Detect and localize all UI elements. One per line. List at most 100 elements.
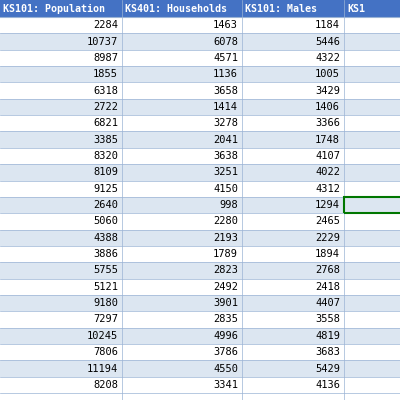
Text: 2284: 2284 [93, 20, 118, 30]
Bar [0, 279, 400, 295]
Text: 11194: 11194 [87, 364, 118, 374]
Text: 5755: 5755 [93, 266, 118, 276]
Bar [344, 197, 400, 213]
Bar [0, 66, 400, 82]
Bar [0, 132, 400, 148]
Text: 3658: 3658 [213, 86, 238, 96]
Text: 4136: 4136 [315, 380, 340, 390]
Text: 3278: 3278 [213, 118, 238, 128]
Text: 4312: 4312 [315, 184, 340, 194]
Text: 7806: 7806 [93, 347, 118, 357]
Text: 2768: 2768 [315, 266, 340, 276]
Text: 8208: 8208 [93, 380, 118, 390]
Bar [0, 50, 400, 66]
Text: 6821: 6821 [93, 118, 118, 128]
Text: 4550: 4550 [213, 364, 238, 374]
Text: 9180: 9180 [93, 298, 118, 308]
Bar [0, 213, 400, 230]
Bar [0, 360, 400, 377]
Text: 2465: 2465 [315, 216, 340, 226]
Text: 3886: 3886 [93, 249, 118, 259]
Text: 8320: 8320 [93, 151, 118, 161]
Text: 3683: 3683 [315, 347, 340, 357]
Text: 1463: 1463 [213, 20, 238, 30]
Bar [0, 295, 400, 311]
Text: KS1: KS1 [347, 4, 365, 14]
Text: 5060: 5060 [93, 216, 118, 226]
Bar [0, 17, 400, 33]
Bar [0, 230, 400, 246]
Text: 3638: 3638 [213, 151, 238, 161]
Text: 3366: 3366 [315, 118, 340, 128]
Text: 3901: 3901 [213, 298, 238, 308]
Bar [0, 99, 400, 115]
Text: 2280: 2280 [213, 216, 238, 226]
Text: 8109: 8109 [93, 167, 118, 177]
Text: 5121: 5121 [93, 282, 118, 292]
Text: 6318: 6318 [93, 86, 118, 96]
Text: 1136: 1136 [213, 69, 238, 79]
Text: 4407: 4407 [315, 298, 340, 308]
Bar [0, 115, 400, 132]
Text: 3341: 3341 [213, 380, 238, 390]
Text: 8987: 8987 [93, 53, 118, 63]
Text: 1789: 1789 [213, 249, 238, 259]
Text: 10245: 10245 [87, 331, 118, 341]
Text: 1294: 1294 [315, 200, 340, 210]
Text: 10737: 10737 [87, 36, 118, 46]
Text: 6078: 6078 [213, 36, 238, 46]
Text: KS101: Males: KS101: Males [245, 4, 317, 14]
Text: 5429: 5429 [315, 364, 340, 374]
Text: 2041: 2041 [213, 135, 238, 145]
Text: 1855: 1855 [93, 69, 118, 79]
Text: 2640: 2640 [93, 200, 118, 210]
Bar [0, 180, 400, 197]
Text: 3385: 3385 [93, 135, 118, 145]
Text: 9125: 9125 [93, 184, 118, 194]
Text: 3429: 3429 [315, 86, 340, 96]
Text: 4322: 4322 [315, 53, 340, 63]
Bar [0, 197, 400, 213]
Bar [0, 262, 400, 279]
Bar [0, 0, 122, 17]
Bar [122, 0, 242, 17]
Text: 2418: 2418 [315, 282, 340, 292]
Bar [0, 328, 400, 344]
Bar [242, 0, 344, 17]
Text: 7297: 7297 [93, 314, 118, 324]
Text: 1005: 1005 [315, 69, 340, 79]
Bar [0, 33, 400, 50]
Text: 4996: 4996 [213, 331, 238, 341]
Text: 2722: 2722 [93, 102, 118, 112]
Text: KS401: Households: KS401: Households [125, 4, 227, 14]
Text: 3558: 3558 [315, 314, 340, 324]
Text: 2193: 2193 [213, 233, 238, 243]
Bar [0, 148, 400, 164]
Text: 1406: 1406 [315, 102, 340, 112]
Bar [0, 377, 400, 393]
Bar [0, 344, 400, 360]
Text: 2229: 2229 [315, 233, 340, 243]
Text: 3786: 3786 [213, 347, 238, 357]
Text: 4388: 4388 [93, 233, 118, 243]
Text: 1184: 1184 [315, 20, 340, 30]
Bar [0, 82, 400, 99]
Bar [344, 0, 400, 17]
Text: 2492: 2492 [213, 282, 238, 292]
Text: 1894: 1894 [315, 249, 340, 259]
Text: 998: 998 [219, 200, 238, 210]
Text: 3251: 3251 [213, 167, 238, 177]
Text: 5446: 5446 [315, 36, 340, 46]
Text: 1748: 1748 [315, 135, 340, 145]
Text: 4571: 4571 [213, 53, 238, 63]
Text: 4150: 4150 [213, 184, 238, 194]
Text: 2823: 2823 [213, 266, 238, 276]
Text: 2835: 2835 [213, 314, 238, 324]
Bar [0, 246, 400, 262]
Text: KS101: Population: KS101: Population [3, 4, 105, 14]
Text: 4107: 4107 [315, 151, 340, 161]
Text: 4819: 4819 [315, 331, 340, 341]
Bar [0, 164, 400, 180]
Text: 1414: 1414 [213, 102, 238, 112]
Text: 4022: 4022 [315, 167, 340, 177]
